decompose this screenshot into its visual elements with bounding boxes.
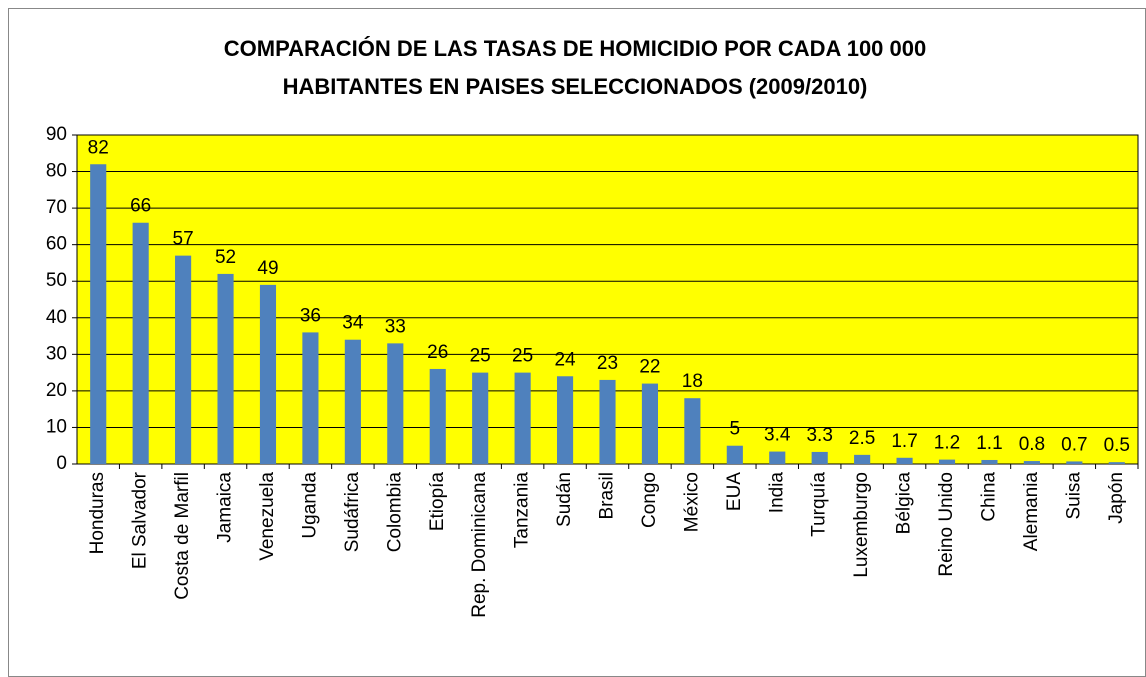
- bar: [1108, 462, 1125, 464]
- data-label: 1.7: [891, 431, 917, 452]
- x-tick-label: Alemania: [1021, 472, 1042, 552]
- bar: [1023, 461, 1040, 464]
- bar: [175, 255, 192, 464]
- x-tick-label: El Salvador: [130, 471, 151, 569]
- y-tick-label: 20: [46, 380, 67, 401]
- bar: [132, 222, 149, 464]
- data-label: 26: [427, 342, 448, 363]
- x-tick-label: Venezuela: [257, 472, 278, 561]
- data-label: 52: [215, 247, 236, 268]
- bar: [769, 451, 786, 464]
- x-tick-label: Congo: [639, 472, 660, 528]
- data-label: 18: [682, 371, 703, 392]
- x-tick-label: EUA: [724, 472, 745, 511]
- x-tick-label: Japón: [1106, 472, 1127, 524]
- data-label: 66: [130, 196, 151, 217]
- y-tick-label: 70: [46, 197, 67, 218]
- x-tick-label: Bélgica: [894, 472, 915, 535]
- data-label: 82: [88, 137, 109, 158]
- bar: [556, 376, 574, 464]
- x-tick-label: Luxemburgo: [851, 472, 872, 578]
- x-tick-label: Brasil: [597, 472, 618, 520]
- x-tick-label: Sudáfrica: [342, 472, 363, 553]
- y-tick-label: 30: [46, 343, 67, 364]
- x-tick-label: Etiopía: [427, 472, 448, 532]
- data-label: 0.7: [1061, 434, 1087, 455]
- data-label: 2.5: [849, 428, 875, 449]
- data-label: 24: [554, 349, 576, 370]
- data-label: 1.2: [934, 433, 960, 454]
- x-tick-label: Reino Unido: [936, 472, 957, 577]
- data-label: 25: [512, 346, 533, 367]
- bar: [90, 164, 107, 464]
- x-tick-label: México: [681, 472, 702, 532]
- bar: [429, 368, 446, 464]
- bar: [259, 284, 277, 464]
- bar: [217, 273, 234, 464]
- x-tick-label: Rep. Dominicana: [469, 472, 490, 618]
- bar: [938, 459, 956, 464]
- data-label: 25: [470, 346, 491, 367]
- x-tick-label: Honduras: [87, 472, 108, 554]
- data-label: 0.8: [1019, 434, 1045, 455]
- bar: [641, 383, 659, 464]
- x-tick-label: Uganda: [299, 472, 320, 539]
- data-label: 3.4: [764, 425, 791, 446]
- data-label: 34: [342, 313, 364, 334]
- x-tick-label: Suisa: [1063, 472, 1084, 520]
- bar: [514, 372, 531, 464]
- x-tick-label: India: [766, 472, 787, 514]
- data-label: 36: [300, 305, 321, 326]
- bar: [302, 332, 319, 464]
- bar: [387, 343, 404, 464]
- y-tick-label: 90: [46, 124, 67, 145]
- bar: [726, 445, 743, 464]
- x-tick-label: Turquía: [809, 472, 830, 537]
- data-label: 33: [385, 316, 406, 337]
- x-tick-label: Costa de Marfil: [172, 472, 193, 600]
- bar: [472, 372, 489, 464]
- data-label: 3.3: [806, 425, 832, 446]
- bar: [344, 339, 361, 464]
- data-label: 0.5: [1104, 435, 1130, 456]
- chart-title: HABITANTES EN PAISES SELECCIONADOS (2009…: [283, 74, 868, 99]
- x-tick-label: Colombia: [384, 472, 405, 553]
- y-tick-label: 80: [46, 161, 67, 182]
- x-tick-label: Tanzania: [512, 472, 533, 548]
- data-label: 57: [173, 229, 194, 250]
- bar: [599, 379, 616, 464]
- y-tick-label: 0: [56, 453, 67, 474]
- bar: [811, 451, 828, 464]
- data-label: 1.1: [976, 433, 1002, 454]
- y-tick-label: 40: [46, 307, 67, 328]
- data-label: 23: [597, 353, 618, 374]
- bar: [896, 457, 913, 464]
- y-tick-label: 10: [46, 416, 67, 437]
- y-tick-label: 50: [46, 270, 67, 291]
- chart-title: COMPARACIÓN DE LAS TASAS DE HOMICIDIO PO…: [224, 36, 926, 61]
- data-label: 22: [639, 357, 660, 378]
- bar: [981, 459, 998, 464]
- x-tick-label: China: [978, 472, 999, 522]
- bar: [684, 398, 701, 464]
- x-tick-label: Jamaica: [215, 472, 236, 543]
- bar: [1066, 461, 1083, 464]
- x-tick-label: Sudán: [554, 472, 575, 527]
- y-tick-label: 60: [46, 234, 67, 255]
- data-label: 5: [730, 419, 741, 440]
- bar: [854, 454, 871, 464]
- data-label: 49: [257, 258, 278, 279]
